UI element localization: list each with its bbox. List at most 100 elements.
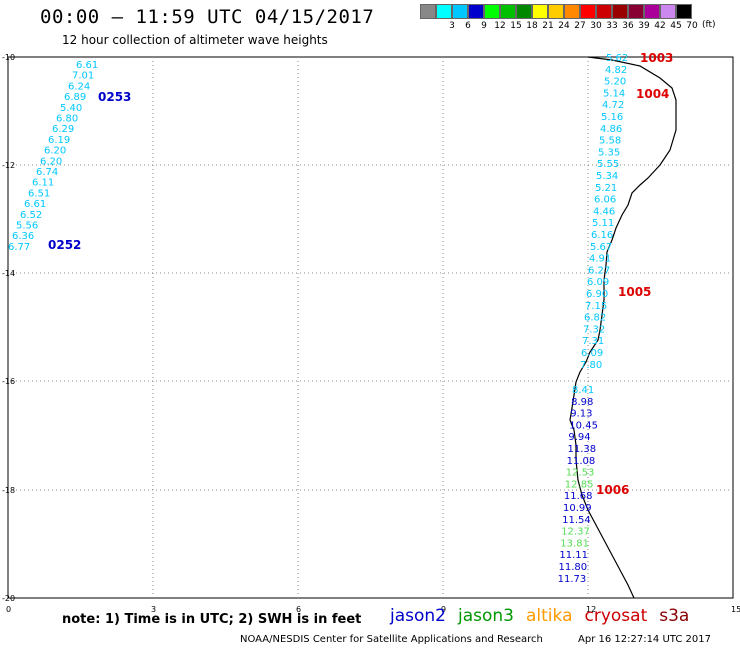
legend-swatch-label: 27 <box>574 21 586 31</box>
note-text: note: 1) Time is in UTC; 2) SWH is in fe… <box>62 612 362 627</box>
legend-swatch <box>580 4 596 19</box>
legend-swatch-label: 6 <box>465 21 471 31</box>
x-tick-label: 0 <box>6 605 11 614</box>
legend-swatch <box>644 4 660 19</box>
wave-height-label: 5.20 <box>604 77 626 88</box>
time-label: 1004 <box>636 87 669 101</box>
legend-swatch-label: 39 <box>638 21 650 31</box>
legend-swatch <box>516 4 532 19</box>
wave-height-label: 6.09 <box>587 277 609 288</box>
wave-height-label: 6.19 <box>48 135 70 146</box>
time-label: 1005 <box>618 285 651 299</box>
wave-height-label: 6.80 <box>56 114 78 125</box>
legend-swatch-label: 42 <box>654 21 666 31</box>
y-tick-label: -18 <box>2 486 15 495</box>
legend-swatch-label: 45 <box>670 21 682 31</box>
color-scale-swatches <box>420 4 692 19</box>
wave-height-label: 4.82 <box>605 65 627 76</box>
wave-height-label: 12.53 <box>566 468 595 479</box>
wave-height-label: 11.54 <box>562 515 591 526</box>
wave-height-label: 11.08 <box>567 456 596 467</box>
wave-height-label: 4.72 <box>602 100 624 111</box>
legend-swatch <box>484 4 500 19</box>
wave-height-label: 7.80 <box>580 360 602 371</box>
wave-height-label: 8.41 <box>572 385 594 396</box>
wave-height-label: 6.36 <box>12 231 34 242</box>
legend-swatch-label: 21 <box>542 21 554 31</box>
map-title: 00:00 — 11:59 UTC 04/15/2017 <box>40 6 375 28</box>
wave-height-label: 5.58 <box>599 136 621 147</box>
footer-timestamp: Apr 16 12:27:14 UTC 2017 <box>578 634 711 645</box>
wave-height-label: 12.85 <box>565 479 594 490</box>
legend-swatch-label: 12 <box>494 21 506 31</box>
wave-height-label: 5.16 <box>601 112 623 123</box>
wave-height-label: 13.81 <box>560 538 589 549</box>
wave-height-label: 5.40 <box>60 103 82 114</box>
legend-swatch <box>548 4 564 19</box>
time-label: 1006 <box>596 483 629 497</box>
wave-height-label: 12.37 <box>561 527 590 538</box>
wave-height-label: 11.68 <box>564 491 593 502</box>
legend-swatch-label: 9 <box>481 21 487 31</box>
legend-swatch <box>628 4 644 19</box>
x-tick-label: 6 <box>296 605 301 614</box>
wave-height-label: 4.91 <box>589 254 611 265</box>
color-scale-labels: 3 6 9 12 15 18 21 24 27 30 33 36 39 42 45 70 <box>420 19 698 33</box>
legend-swatch <box>676 4 692 19</box>
y-tick-label: -20 <box>2 594 15 603</box>
legend-swatch <box>532 4 548 19</box>
wave-height-label: 11.73 <box>558 574 587 585</box>
map-subtitle: 12 hour collection of altimeter wave hei… <box>62 33 328 47</box>
time-label: 1003 <box>640 51 673 65</box>
satellite-legend: jason2 jason3 altika cryosat s3a <box>390 606 701 626</box>
wave-height-label: 7.32 <box>583 324 605 335</box>
wave-height-label: 6.06 <box>594 195 616 206</box>
wave-height-label: 6.24 <box>68 81 90 92</box>
wave-height-label: 6.61 <box>76 60 98 71</box>
wave-height-label: 10.45 <box>569 420 598 431</box>
y-tick-label: -12 <box>2 161 15 170</box>
y-tick-label: -10 <box>2 53 15 62</box>
x-tick-label: 15 <box>731 605 740 614</box>
wave-height-label: 7.15 <box>585 301 607 312</box>
x-tick-label: 3 <box>151 605 156 614</box>
legend-swatch-label: 70 <box>686 21 698 31</box>
wave-height-label: 11.80 <box>559 562 588 573</box>
legend-swatch-label: 30 <box>590 21 602 31</box>
satellite-legend-item: s3a <box>659 606 690 626</box>
wave-height-label: 6.09 <box>581 348 603 359</box>
coastline <box>569 56 677 599</box>
legend-swatch-label: 24 <box>558 21 570 31</box>
x-tick-label: 9 <box>441 605 446 614</box>
footer-credit: NOAA/NESDIS Center for Satellite Applica… <box>240 634 543 645</box>
color-scale-legend: 3 6 9 12 15 18 21 24 27 30 33 36 39 42 45 70 <box>420 4 698 33</box>
wave-height-label: 5.14 <box>603 88 625 99</box>
legend-swatch <box>564 4 580 19</box>
wave-height-label: 6.11 <box>32 178 54 189</box>
wave-height-label: 6.82 <box>584 313 606 324</box>
x-tick-label: 12 <box>586 605 596 614</box>
legend-swatch-label: 18 <box>526 21 538 31</box>
wave-height-label: 6.52 <box>20 210 42 221</box>
wave-height-label: 6.16 <box>591 230 613 241</box>
legend-unit: (ft) <box>702 20 716 30</box>
legend-swatch-label: 36 <box>622 21 634 31</box>
wave-height-label: 4.46 <box>593 206 615 217</box>
wave-height-label: 11.38 <box>568 444 597 455</box>
legend-swatch <box>420 4 436 19</box>
wave-height-label: 11.11 <box>559 550 588 561</box>
wave-height-label: 5.34 <box>596 171 618 182</box>
wave-height-label: 5.56 <box>16 221 38 232</box>
wave-height-label: 5.21 <box>595 183 617 194</box>
map-frame <box>7 56 734 599</box>
legend-swatch-label: 15 <box>510 21 522 31</box>
wave-height-label: 8.98 <box>571 397 593 408</box>
legend-swatch-label: 33 <box>606 21 618 31</box>
wave-height-label: 6.90 <box>586 289 608 300</box>
legend-swatch <box>500 4 516 19</box>
y-tick-label: -16 <box>2 377 15 386</box>
legend-swatch <box>612 4 628 19</box>
legend-swatch <box>660 4 676 19</box>
